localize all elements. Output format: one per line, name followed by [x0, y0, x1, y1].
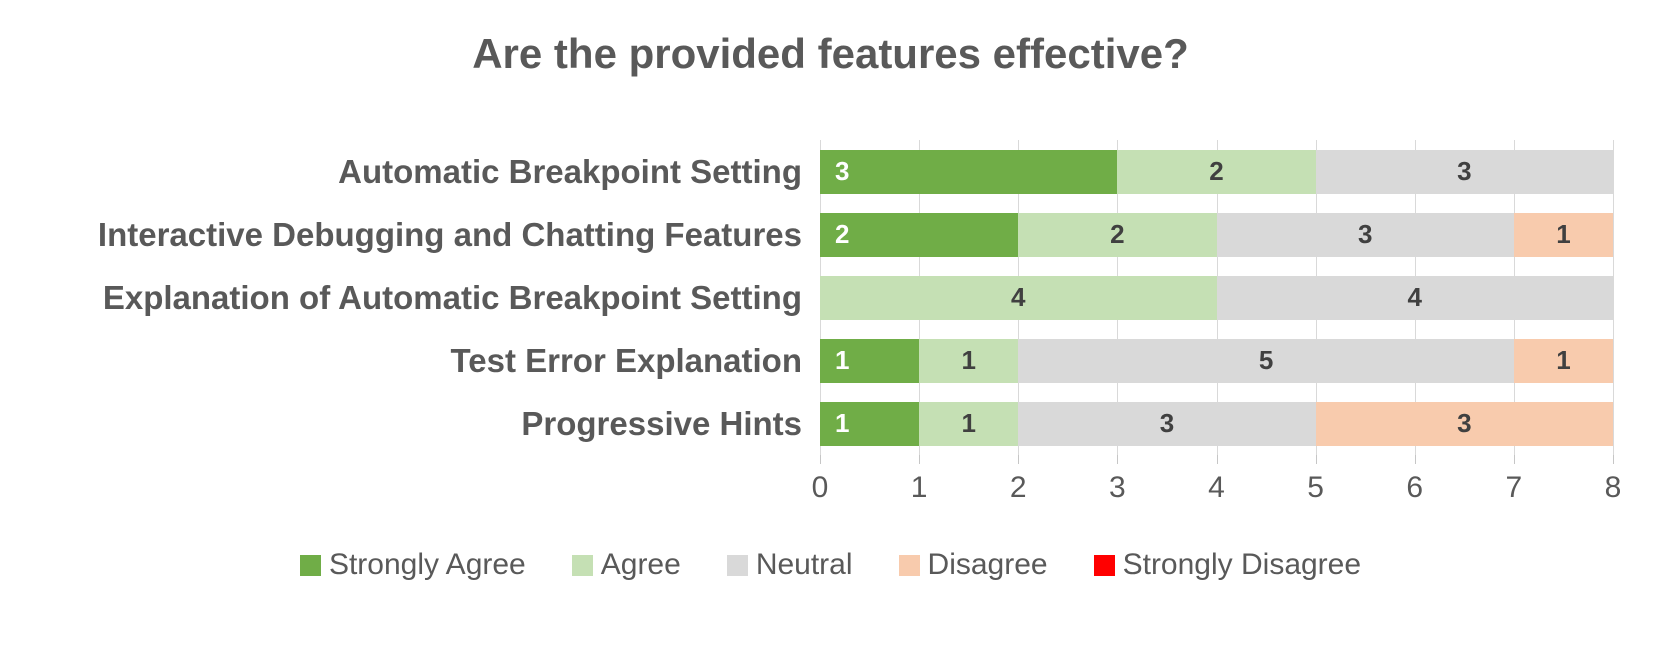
- legend-label: Neutral: [755, 548, 853, 581]
- bar-segment: 4: [820, 275, 1217, 320]
- legend-item: Strongly Agree: [299, 548, 526, 582]
- legend-item: Neutral: [726, 548, 853, 582]
- x-axis-tick-mark: [1315, 455, 1317, 464]
- category-label: Test Error Explanation: [450, 341, 802, 379]
- bar-segment: 1: [820, 401, 920, 446]
- category-label: Progressive Hints: [521, 404, 802, 442]
- x-axis-tick-label: 7: [1505, 471, 1523, 504]
- chart-title: Are the provided features effective?: [472, 30, 1189, 77]
- legend-item: Strongly Disagree: [1093, 548, 1362, 582]
- x-axis-tick-label: 1: [910, 471, 928, 504]
- x-axis-tick-mark: [1613, 455, 1614, 464]
- bar-segment: 3: [1216, 212, 1514, 257]
- x-axis-tick-mark: [1216, 455, 1218, 464]
- legend-label: Strongly Agree: [328, 548, 526, 581]
- bar-segment: 1: [1513, 212, 1613, 257]
- category-axis: Automatic Breakpoint Setting Interactive …: [0, 140, 802, 455]
- x-axis-tick-label: 2: [1009, 471, 1027, 504]
- x-axis-tick-mark: [1414, 455, 1416, 464]
- bar-segment: 4: [1216, 275, 1613, 320]
- legend: Strongly Agree Agree Neutral Disagree Strong…: [0, 548, 1661, 582]
- legend-swatch-icon: [726, 554, 748, 576]
- bar-segment: 5: [1018, 338, 1514, 383]
- bar-segment: 2: [1117, 149, 1316, 194]
- bar-segment: 1: [919, 401, 1019, 446]
- bar-segment: 1: [820, 338, 920, 383]
- legend-label: Strongly Disagree: [1122, 548, 1362, 581]
- bar-segment: 3: [1315, 401, 1613, 446]
- category-label: Interactive Debugging and Chatting Featu…: [97, 215, 802, 253]
- legend-swatch-icon: [299, 554, 321, 576]
- x-axis-tick-mark: [1513, 455, 1515, 464]
- x-axis-tick-label: 8: [1604, 471, 1622, 504]
- x-axis-tick-mark: [1018, 455, 1020, 464]
- category-label: Automatic Breakpoint Setting: [338, 152, 802, 190]
- x-axis-tick-label: 0: [811, 471, 829, 504]
- bar-segment: 3: [1018, 401, 1316, 446]
- bar-segment: 3: [820, 149, 1118, 194]
- bar-segment: 2: [820, 212, 1019, 257]
- x-axis-tick-mark: [820, 455, 821, 464]
- x-axis-tick-label: 3: [1109, 471, 1126, 504]
- x-axis-tick-label: 5: [1307, 471, 1324, 504]
- bar-segment: 2: [1018, 212, 1217, 257]
- legend-item: Agree: [571, 548, 681, 582]
- x-axis-tick-mark: [1117, 455, 1119, 464]
- legend-swatch-icon: [1093, 554, 1115, 576]
- legend-item: Disagree: [898, 548, 1048, 582]
- legend-label: Disagree: [927, 548, 1048, 581]
- legend-label: Agree: [600, 548, 681, 581]
- x-axis-tick-label: 4: [1208, 471, 1225, 504]
- legend-swatch-icon: [898, 554, 920, 576]
- bar-segment: 1: [1513, 338, 1613, 383]
- legend-swatch-icon: [571, 554, 593, 576]
- category-label: Explanation of Automatic Breakpoint Sett…: [102, 278, 802, 316]
- x-axis-tick-label: 6: [1406, 471, 1424, 504]
- gridline: [1613, 140, 1614, 455]
- bar-segment: 3: [1315, 149, 1613, 194]
- bar-segment: 1: [919, 338, 1019, 383]
- x-axis-tick-mark: [919, 455, 921, 464]
